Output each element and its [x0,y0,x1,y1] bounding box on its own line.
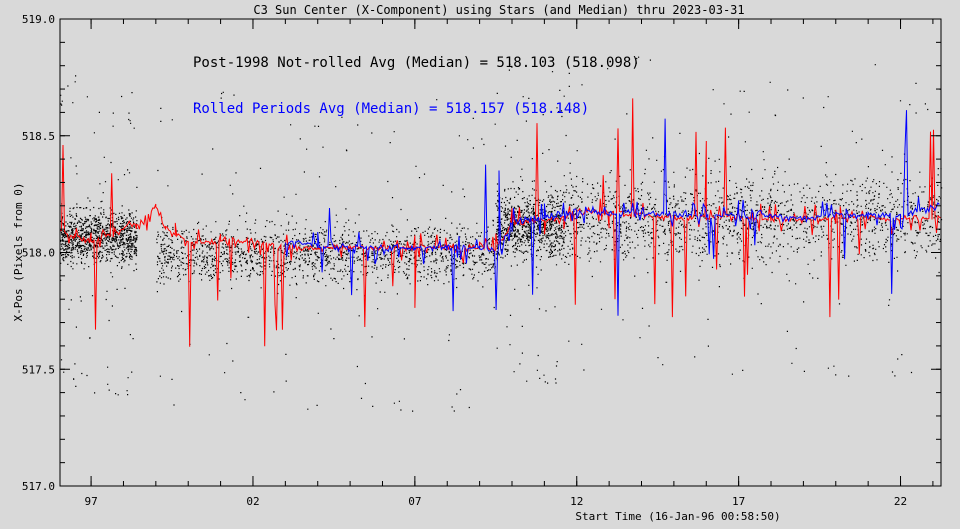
x-tick-label: 07 [408,495,421,508]
y-tick-label: 517.0 [22,480,55,493]
x-tick-label: 97 [84,495,97,508]
axis-ticks: 517.0 517.5 518.0 518.5 519.0 97 02 07 12 17 22 [22,13,941,508]
star-points [60,56,943,412]
rolled-line [284,110,940,316]
y-tick-label: 519.0 [22,13,55,26]
rolled-series [284,110,940,316]
annotation-rolled: Rolled Periods Avg (Median) = 518.157 (5… [193,101,589,117]
x-tick-label: 22 [894,495,907,508]
x-tick-label: 12 [570,495,583,508]
y-axis-label: X-Pos (Pixels from 0) [12,182,25,321]
y-tick-label: 518.0 [22,247,55,260]
x-tick-label: 17 [732,495,745,508]
star-dots [60,56,943,412]
annotation-not-rolled: Post-1998 Not-rolled Avg (Median) = 518.… [193,55,640,71]
y-tick-label: 518.5 [22,130,55,143]
y-tick-label: 517.5 [22,363,55,376]
chart-title: C3 Sun Center (X-Component) using Stars … [253,3,744,17]
x-axis-label: Start Time (16-Jan-96 00:58:50) [575,510,780,523]
x-tick-label: 02 [246,495,259,508]
